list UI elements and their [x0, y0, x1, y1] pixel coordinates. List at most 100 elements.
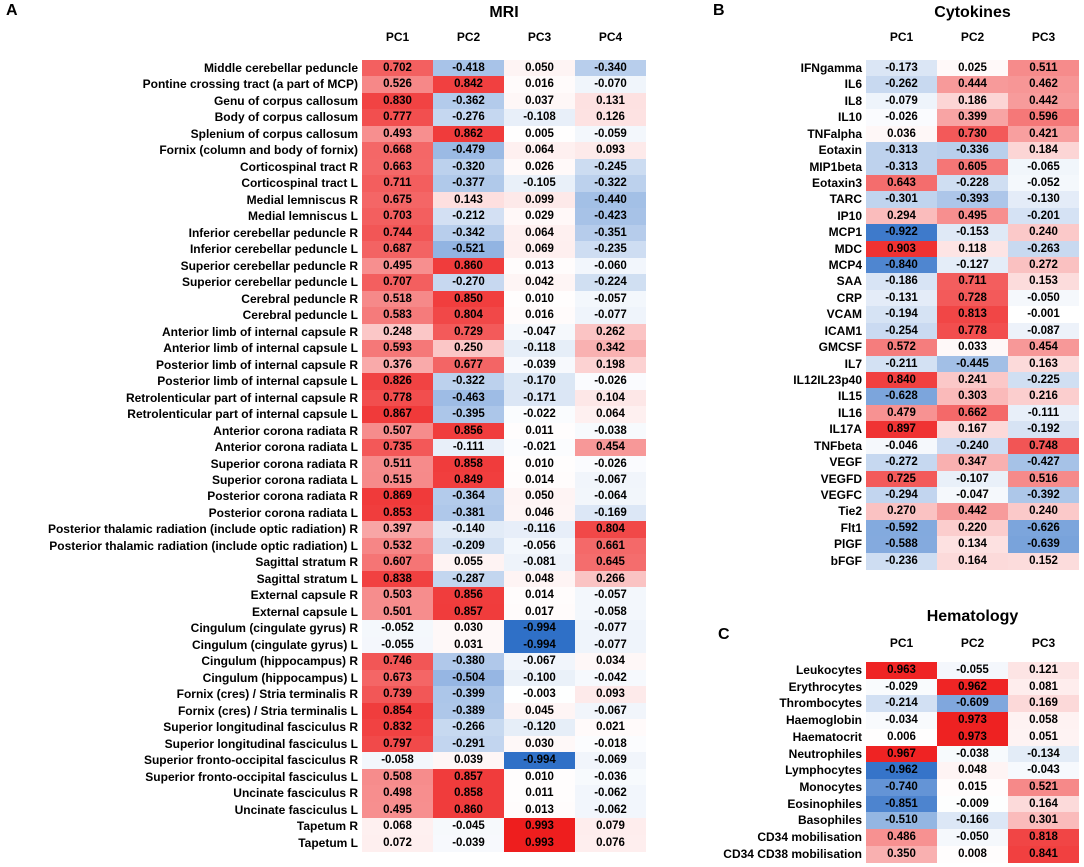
heatmap-cell: -0.057 — [575, 587, 646, 605]
heatmap-cell: -0.224 — [575, 274, 646, 292]
column-header: PC2 — [456, 30, 481, 44]
heatmap-cell: 0.962 — [937, 678, 1008, 696]
row-label: Uncinate fasciculus L — [234, 802, 358, 817]
heatmap-cell: -0.077 — [575, 636, 646, 654]
row-label: IL16 — [837, 405, 862, 420]
heatmap-cell: 0.015 — [937, 778, 1008, 797]
heatmap-cell: 0.711 — [362, 175, 433, 193]
heatmap-cell: -0.170 — [504, 373, 575, 391]
row-label: Body of corpus callosum — [214, 110, 358, 125]
heatmap-cell: -0.087 — [1008, 322, 1079, 340]
row-label: Posterior thalamic radiation (include op… — [49, 538, 358, 553]
heatmap-cell: -0.062 — [575, 801, 646, 819]
heatmap-cell: -0.194 — [866, 306, 937, 324]
heatmap-cell: -0.038 — [575, 422, 646, 440]
row-label: VCAM — [826, 307, 862, 322]
heatmap-cell: 0.005 — [504, 125, 575, 143]
heatmap-cell: -0.050 — [1008, 289, 1079, 307]
heatmap-cell: 0.017 — [504, 603, 575, 621]
heatmap-cell: -0.851 — [866, 795, 937, 813]
row-label: Cingulum (cingulate gyrus) R — [190, 621, 358, 636]
heatmap-cell: 0.262 — [575, 323, 646, 341]
heatmap-cell: 0.511 — [1008, 60, 1079, 78]
row-label: Retrolenticular part of internal capsule… — [127, 407, 358, 422]
heatmap-title: MRI — [489, 4, 519, 21]
heatmap-cell: -0.186 — [866, 273, 937, 291]
heatmap-cell: 0.220 — [937, 519, 1008, 537]
heatmap-cell: -0.225 — [1008, 371, 1079, 389]
panel-letter: A — [6, 2, 18, 19]
heatmap-cell: 0.167 — [937, 421, 1008, 439]
heatmap-cell: -0.034 — [866, 712, 937, 730]
heatmap-cell: 0.643 — [866, 174, 937, 192]
heatmap-cell: 0.826 — [362, 373, 433, 391]
heatmap-cell: 0.131 — [575, 92, 646, 111]
heatmap-cell: -0.377 — [433, 175, 504, 193]
column-header: PC3 — [1031, 636, 1056, 650]
heatmap-cell: -0.153 — [937, 224, 1008, 242]
heatmap-cell: -0.047 — [937, 486, 1008, 504]
heatmap-cell: 0.069 — [504, 241, 575, 259]
heatmap-cell: 0.746 — [362, 653, 433, 671]
heatmap-cell: 0.031 — [433, 636, 504, 654]
heatmap-cell: 0.495 — [362, 257, 433, 275]
row-label: Corticospinal tract R — [239, 159, 358, 174]
heatmap-cell: 0.748 — [1008, 437, 1079, 455]
heatmap-cell: 0.079 — [575, 818, 646, 836]
heatmap-cell: 0.163 — [1008, 355, 1079, 373]
heatmap-cell: 0.462 — [1008, 76, 1079, 94]
row-label: Posterior thalamic radiation (include op… — [47, 522, 358, 537]
row-label: IL7 — [844, 356, 862, 371]
heatmap-cell: 0.184 — [1008, 142, 1079, 160]
row-label: Genu of corpus callosum — [213, 93, 358, 108]
heatmap-cell: -0.055 — [362, 636, 433, 654]
row-label: TNFalpha — [807, 126, 862, 141]
heatmap-cell: 0.008 — [937, 845, 1008, 863]
heatmap-cell: 0.860 — [433, 801, 504, 819]
heatmap-cell: -0.510 — [866, 812, 937, 830]
heatmap-cell: -0.058 — [362, 752, 433, 770]
heatmap-cell: 0.164 — [1008, 795, 1079, 813]
heatmap-cell: 0.778 — [937, 322, 1008, 340]
heatmap-cell: -0.021 — [504, 439, 575, 457]
heatmap-cell: -0.043 — [1008, 762, 1079, 780]
heatmap-cell: 0.134 — [937, 536, 1008, 554]
heatmap-cell: 0.198 — [575, 356, 646, 374]
heatmap-title: Hematology — [926, 608, 1019, 625]
heatmap-cell: -0.212 — [433, 208, 504, 226]
row-label: CD34 CD38 mobilisation — [723, 846, 862, 861]
heatmap-cell: 0.849 — [433, 472, 504, 490]
heatmap-cell: -0.740 — [866, 778, 937, 797]
heatmap-cell: 0.813 — [937, 306, 1008, 324]
heatmap-cell: 0.703 — [362, 208, 433, 226]
row-label: Superior fronto-occipital fasciculus L — [145, 769, 358, 784]
row-label: Sagittal stratum L — [256, 571, 358, 586]
heatmap-cell: 0.099 — [504, 191, 575, 209]
heatmap-cell: -0.380 — [433, 653, 504, 671]
row-label: Pontine crossing tract (a part of MCP) — [142, 77, 358, 92]
heatmap-cell: 0.050 — [504, 488, 575, 506]
heatmap-cell: 0.006 — [866, 728, 937, 747]
heatmap-cell: 0.867 — [362, 406, 433, 424]
heatmap-cell: -0.399 — [433, 686, 504, 704]
heatmap-cell: 0.869 — [362, 488, 433, 506]
heatmap-cell: 0.030 — [504, 735, 575, 753]
heatmap-cell: -0.962 — [866, 762, 937, 780]
heatmap-cell: 0.583 — [362, 307, 433, 325]
row-label: IP10 — [837, 208, 862, 223]
row-label: Haemoglobin — [785, 713, 862, 728]
heatmap-cell: -0.192 — [1008, 421, 1079, 439]
heatmap-cell: 0.702 — [362, 60, 433, 78]
heatmap-cell: 0.048 — [504, 570, 575, 588]
heatmap-cell: -0.351 — [575, 224, 646, 242]
heatmap-cell: -0.479 — [433, 142, 504, 160]
row-label: Superior cerebellar peduncle L — [181, 275, 358, 290]
heatmap-cell: 0.479 — [866, 404, 937, 422]
heatmap-cell: 0.444 — [937, 76, 1008, 94]
heatmap-cell: 0.486 — [866, 829, 937, 847]
heatmap-cell: 0.495 — [362, 801, 433, 819]
heatmap-cell: -0.994 — [504, 752, 575, 770]
heatmap-cell: 0.045 — [504, 702, 575, 720]
heatmap-cell: 0.051 — [1008, 728, 1079, 747]
heatmap-cell: 0.442 — [937, 503, 1008, 521]
